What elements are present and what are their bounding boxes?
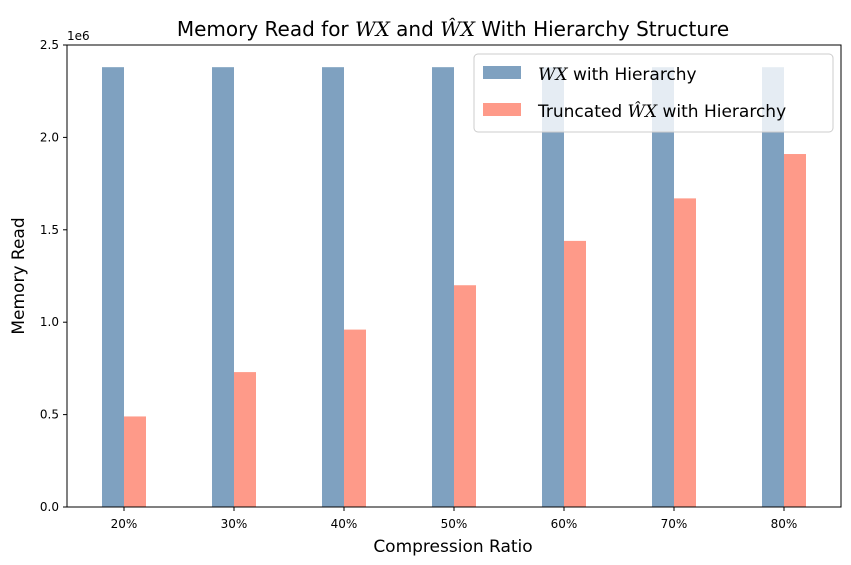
bar-series1-20pct xyxy=(124,416,146,507)
x-tick-label: 80% xyxy=(771,517,798,531)
bar-series0-70pct xyxy=(652,67,674,508)
y-tick-label: 1.5 xyxy=(40,223,59,237)
bar-series0-20pct xyxy=(102,67,124,508)
title-mid: and xyxy=(390,17,440,41)
x-axis: 20% 30% 40% 50% 60% 70% 80% xyxy=(111,507,798,531)
bar-series1-80pct xyxy=(784,154,806,508)
legend-wx-math: WX xyxy=(538,65,568,85)
title-wx: WX xyxy=(355,17,391,41)
x-tick-label: 20% xyxy=(111,517,138,531)
y-tick-label: 0.0 xyxy=(40,500,59,514)
bar-series1-50pct xyxy=(454,285,476,507)
bar-series0-30pct xyxy=(212,67,234,508)
legend-trunc-prefix: Truncated xyxy=(537,102,628,122)
chart-title: Memory Read for WX and ŴX With Hierarchy… xyxy=(177,17,729,41)
bar-series0-80pct xyxy=(762,67,784,508)
bar-series0-40pct xyxy=(322,67,344,508)
legend-wx-suffix: with Hierarchy xyxy=(568,65,697,85)
legend: WX with Hierarchy Truncated ŴX with Hier… xyxy=(473,53,834,133)
title-prefix: Memory Read for xyxy=(177,17,355,41)
bar-series0-50pct xyxy=(432,67,454,508)
y-tick-label: 2.5 xyxy=(40,38,59,52)
title-suffix: With Hierarchy Structure xyxy=(475,17,729,41)
x-tick-label: 60% xyxy=(551,517,578,531)
y-tick-label: 2.0 xyxy=(40,130,59,144)
x-tick-label: 40% xyxy=(331,517,358,531)
y-tick-label: 0.5 xyxy=(40,408,59,422)
bar-series1-30pct xyxy=(234,372,256,507)
x-tick-label: 50% xyxy=(441,517,468,531)
x-axis-label: Compression Ratio xyxy=(373,537,532,557)
legend-swatch-wx xyxy=(483,66,521,79)
legend-label-wx: WX with Hierarchy xyxy=(538,65,697,85)
x-tick-label: 70% xyxy=(661,517,688,531)
bar-series0-60pct xyxy=(542,67,564,508)
title-wx-hat: ŴX xyxy=(440,17,476,41)
y-axis-label: Memory Read xyxy=(9,217,29,334)
y-tick-label: 1.0 xyxy=(40,315,59,329)
y-axis: 0.0 0.5 1.0 1.5 2.0 2.5 xyxy=(40,38,67,514)
legend-trunc-math: ŴX xyxy=(628,101,658,122)
bars-group xyxy=(102,67,806,508)
legend-label-truncated: Truncated ŴX with Hierarchy xyxy=(537,101,786,122)
bar-series1-40pct xyxy=(344,329,366,507)
y-offset-label: 1e6 xyxy=(67,29,90,43)
bar-series1-70pct xyxy=(674,198,696,507)
bar-series1-60pct xyxy=(564,240,586,507)
legend-trunc-suffix: with Hierarchy xyxy=(657,102,786,122)
legend-swatch-truncated xyxy=(483,103,521,116)
x-tick-label: 30% xyxy=(221,517,248,531)
legend-box xyxy=(473,53,834,133)
